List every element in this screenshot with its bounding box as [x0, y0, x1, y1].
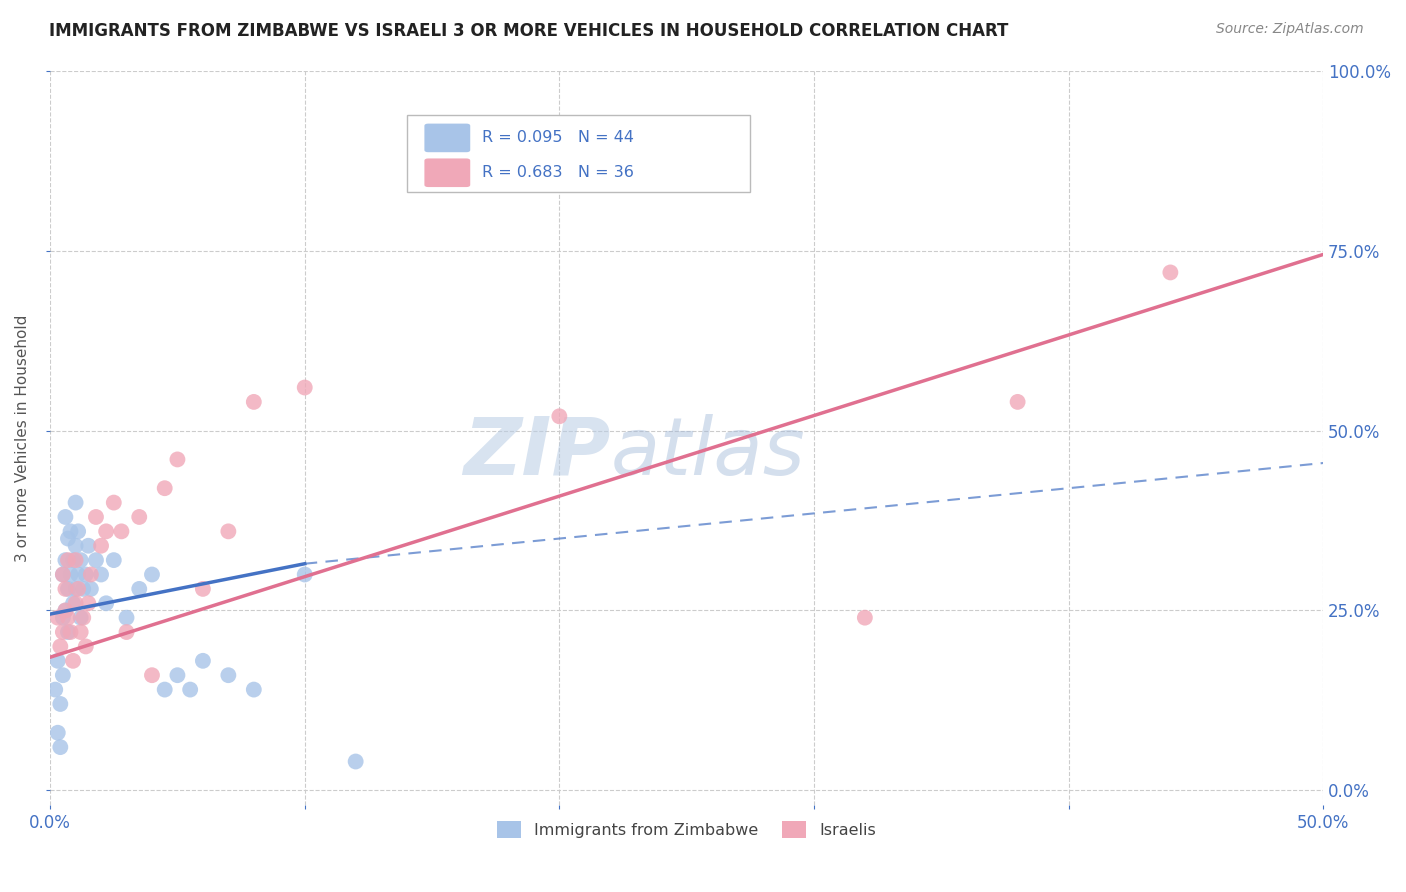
Point	[217, 668, 239, 682]
Point	[72, 610, 94, 624]
Point	[191, 654, 214, 668]
Point	[65, 553, 87, 567]
Point	[52, 567, 75, 582]
Point	[294, 380, 316, 394]
Point	[46, 610, 69, 624]
Point	[84, 553, 107, 567]
Point	[90, 539, 112, 553]
Point	[65, 582, 87, 596]
Point	[67, 567, 90, 582]
Point	[67, 524, 90, 539]
Point	[62, 553, 84, 567]
Point	[115, 610, 138, 624]
Point	[55, 603, 77, 617]
Point	[46, 725, 69, 739]
Point	[44, 682, 66, 697]
Point	[294, 567, 316, 582]
Point	[62, 654, 84, 668]
Point	[103, 553, 125, 567]
Point	[72, 582, 94, 596]
Point	[243, 395, 266, 409]
Point	[128, 582, 150, 596]
Point	[191, 582, 214, 596]
Point	[94, 524, 117, 539]
Point	[69, 553, 91, 567]
Point	[103, 495, 125, 509]
Point	[56, 532, 79, 546]
Point	[49, 640, 72, 654]
Point	[56, 582, 79, 596]
Point	[344, 755, 367, 769]
Y-axis label: 3 or more Vehicles in Household: 3 or more Vehicles in Household	[15, 314, 30, 562]
Point	[55, 553, 77, 567]
Point	[153, 682, 176, 697]
Point	[65, 539, 87, 553]
Point	[128, 510, 150, 524]
Point	[67, 582, 90, 596]
Point	[80, 567, 103, 582]
Point	[56, 553, 79, 567]
Point	[141, 567, 163, 582]
Text: atlas: atlas	[610, 414, 806, 491]
Point	[55, 603, 77, 617]
Point	[548, 409, 571, 424]
Point	[75, 640, 97, 654]
Point	[1007, 395, 1029, 409]
Point	[90, 567, 112, 582]
Text: Source: ZipAtlas.com: Source: ZipAtlas.com	[1216, 22, 1364, 37]
Point	[65, 495, 87, 509]
Point	[77, 539, 100, 553]
Point	[166, 452, 188, 467]
Point	[69, 625, 91, 640]
FancyBboxPatch shape	[425, 124, 470, 153]
Point	[110, 524, 132, 539]
Point	[153, 481, 176, 495]
Point	[52, 668, 75, 682]
Point	[243, 682, 266, 697]
Point	[49, 697, 72, 711]
Point	[94, 596, 117, 610]
Point	[84, 510, 107, 524]
Point	[69, 610, 91, 624]
Point	[115, 625, 138, 640]
Point	[166, 668, 188, 682]
Point	[217, 524, 239, 539]
Point	[46, 654, 69, 668]
Legend: Immigrants from Zimbabwe, Israelis: Immigrants from Zimbabwe, Israelis	[491, 815, 882, 845]
Point	[59, 524, 82, 539]
Point	[65, 596, 87, 610]
Point	[52, 567, 75, 582]
Point	[55, 510, 77, 524]
Point	[49, 740, 72, 755]
Point	[179, 682, 201, 697]
Point	[55, 582, 77, 596]
Point	[56, 625, 79, 640]
Point	[1159, 265, 1181, 279]
Point	[853, 610, 876, 624]
Point	[141, 668, 163, 682]
Point	[75, 567, 97, 582]
Text: ZIP: ZIP	[463, 414, 610, 491]
Text: R = 0.095   N = 44: R = 0.095 N = 44	[482, 130, 634, 145]
Text: R = 0.683   N = 36: R = 0.683 N = 36	[482, 165, 634, 180]
Point	[52, 625, 75, 640]
Point	[59, 625, 82, 640]
Text: IMMIGRANTS FROM ZIMBABWE VS ISRAELI 3 OR MORE VEHICLES IN HOUSEHOLD CORRELATION : IMMIGRANTS FROM ZIMBABWE VS ISRAELI 3 OR…	[49, 22, 1008, 40]
Point	[52, 610, 75, 624]
Point	[77, 596, 100, 610]
Point	[59, 567, 82, 582]
Point	[56, 610, 79, 624]
Point	[62, 596, 84, 610]
FancyBboxPatch shape	[425, 159, 470, 187]
Point	[80, 582, 103, 596]
FancyBboxPatch shape	[406, 115, 751, 192]
